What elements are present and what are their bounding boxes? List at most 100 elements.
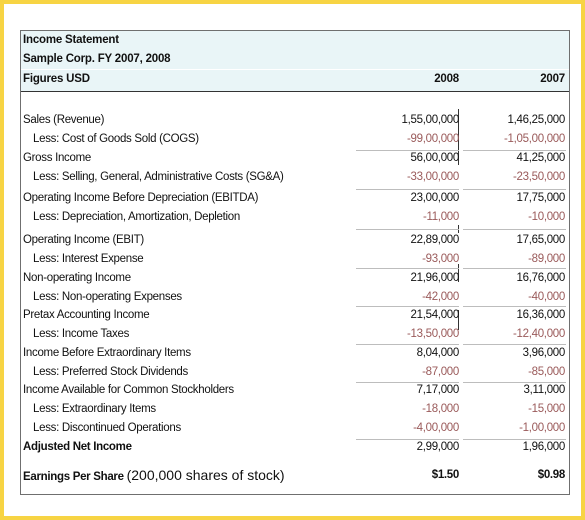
value-2008: -99,00,000 <box>407 133 459 145</box>
rule <box>356 382 459 383</box>
value-2007: 3,11,000 <box>523 384 565 396</box>
eps-label-group: Earnings Per Share (200,000 shares of st… <box>23 465 285 487</box>
rule <box>463 439 566 440</box>
column-divider-4 <box>458 310 459 330</box>
table-row: Gross Income 56,00,000 41,25,000 <box>21 149 569 168</box>
table-row: Income Before Extraordinary Items 8,04,0… <box>21 344 569 363</box>
value-2008: -42,000 <box>422 291 459 303</box>
column-divider-3 <box>458 264 459 282</box>
rule <box>463 382 566 383</box>
rule <box>463 306 566 307</box>
value-2008: 23,00,000 <box>410 192 460 204</box>
value-2007: 16,36,000 <box>516 309 566 321</box>
figures-label: Figures USD <box>23 73 90 85</box>
table-row: Operating Income (EBIT) 22,89,000 17,65,… <box>21 231 569 250</box>
document-page: Income Statement Sample Corp. FY 2007, 2… <box>4 4 581 516</box>
rule <box>463 344 566 345</box>
eps-2008: $1.50 <box>431 469 460 481</box>
value-2007: 1,46,25,000 <box>507 114 566 126</box>
year-2008-header: 2008 <box>434 73 459 85</box>
rule <box>356 189 459 190</box>
value-2007: -10,000 <box>528 211 565 223</box>
table-row: Income Available for Common Stockholders… <box>21 381 569 400</box>
row-label: Less: Income Taxes <box>33 328 130 340</box>
table-row: Less: Discontinued Operations -4,00,000 … <box>21 419 569 438</box>
rule <box>463 189 566 190</box>
row-label: Adjusted Net Income <box>23 441 132 453</box>
value-2008: 21,96,000 <box>410 272 460 284</box>
statement-title: Income Statement <box>23 34 119 46</box>
row-label: Less: Discontinued Operations <box>33 422 181 434</box>
rule <box>356 229 459 230</box>
value-2007: -1,00,000 <box>519 422 565 434</box>
table-row: Less: Cost of Goods Sold (COGS) -99,00,0… <box>21 130 569 149</box>
row-label: Operating Income Before Depreciation (EB… <box>23 192 259 204</box>
table-row: Less: Extraordinary Items -18,000 -15,00… <box>21 400 569 419</box>
value-2007: -1,05,00,000 <box>504 133 565 145</box>
year-2007-header: 2007 <box>540 73 565 85</box>
value-2007: 17,75,000 <box>516 192 566 204</box>
table-row: Less: Income Taxes -13,50,000 -12,40,000 <box>21 325 569 344</box>
eps-shares-note: (200,000 shares of stock) <box>126 467 285 483</box>
value-2007: 17,65,000 <box>516 234 566 246</box>
value-2007: 3,96,000 <box>522 347 566 359</box>
value-2008: 1,55,00,000 <box>401 114 460 126</box>
header-divider <box>21 91 569 92</box>
row-label: Non-operating Income <box>23 272 131 284</box>
value-2007: -23,50,000 <box>513 171 565 183</box>
value-2008: -33,00,000 <box>407 171 459 183</box>
rule <box>463 268 566 269</box>
rule <box>463 229 566 230</box>
company-name: Sample Corp. FY 2007, 2008 <box>23 53 171 65</box>
row-label: Sales (Revenue) <box>23 114 105 126</box>
value-2008: -93,000 <box>422 253 459 265</box>
value-2008: 56,00,000 <box>410 152 460 164</box>
rule <box>463 150 566 151</box>
value-2007: 16,76,000 <box>516 272 566 284</box>
value-2008: -18,000 <box>422 403 459 415</box>
table-row: Pretax Accounting Income 21,54,000 16,36… <box>21 306 569 325</box>
value-2008: -87,000 <box>422 366 459 378</box>
table-row: Sales (Revenue) 1,55,00,000 1,46,25,000 <box>21 111 569 130</box>
row-label: Operating Income (EBIT) <box>23 234 144 246</box>
row-label: Less: Extraordinary Items <box>33 403 156 415</box>
value-2008: 7,17,000 <box>416 384 460 396</box>
rule <box>356 268 459 269</box>
table-row-adjusted-net-income: Adjusted Net Income 2,99,000 1,96,000 <box>21 438 569 457</box>
value-2007: -40,000 <box>528 291 565 303</box>
value-2008: -11,000 <box>422 211 459 223</box>
column-header-row: Figures USD 2008 2007 <box>21 70 569 91</box>
statement-title-row: Income Statement <box>21 31 569 50</box>
rule <box>356 306 459 307</box>
table-row: Less: Preferred Stock Dividends -87,000 … <box>21 363 569 382</box>
row-label: Less: Preferred Stock Dividends <box>33 366 188 378</box>
value-2007: -85,000 <box>528 366 565 378</box>
value-2007: 1,96,000 <box>522 441 566 453</box>
value-2008: -13,50,000 <box>407 328 459 340</box>
company-row: Sample Corp. FY 2007, 2008 <box>21 50 569 69</box>
value-2007: -15,000 <box>528 403 565 415</box>
value-2008: 2,99,000 <box>416 441 460 453</box>
value-2008: -4,00,000 <box>413 422 459 434</box>
table-row: Less: Non-operating Expenses -42,000 -40… <box>21 288 569 307</box>
eps-2007: $0.98 <box>537 469 566 481</box>
table-row: Operating Income Before Depreciation (EB… <box>21 189 569 208</box>
eps-label: Earnings Per Share <box>23 471 124 483</box>
rule <box>356 150 459 151</box>
value-2008: 22,89,000 <box>410 234 460 246</box>
table-row: Less: Depreciation, Amortization, Deplet… <box>21 208 569 227</box>
row-label: Less: Non-operating Expenses <box>33 291 182 303</box>
value-2007: 41,25,000 <box>516 152 566 164</box>
table-row: Non-operating Income 21,96,000 16,76,000 <box>21 269 569 288</box>
table-row-eps: Earnings Per Share (200,000 shares of st… <box>21 465 569 485</box>
row-label: Less: Depreciation, Amortization, Deplet… <box>33 211 240 223</box>
row-label: Less: Cost of Goods Sold (COGS) <box>33 133 199 145</box>
rule <box>356 344 459 345</box>
table-row: Less: Selling, General, Administrative C… <box>21 168 569 187</box>
value-2008: 21,54,000 <box>410 309 460 321</box>
rule <box>356 439 459 440</box>
value-2007: -89,000 <box>528 253 565 265</box>
table-row: Less: Interest Expense -93,000 -89,000 <box>21 250 569 269</box>
row-label: Pretax Accounting Income <box>23 309 150 321</box>
row-label: Gross Income <box>23 152 91 164</box>
